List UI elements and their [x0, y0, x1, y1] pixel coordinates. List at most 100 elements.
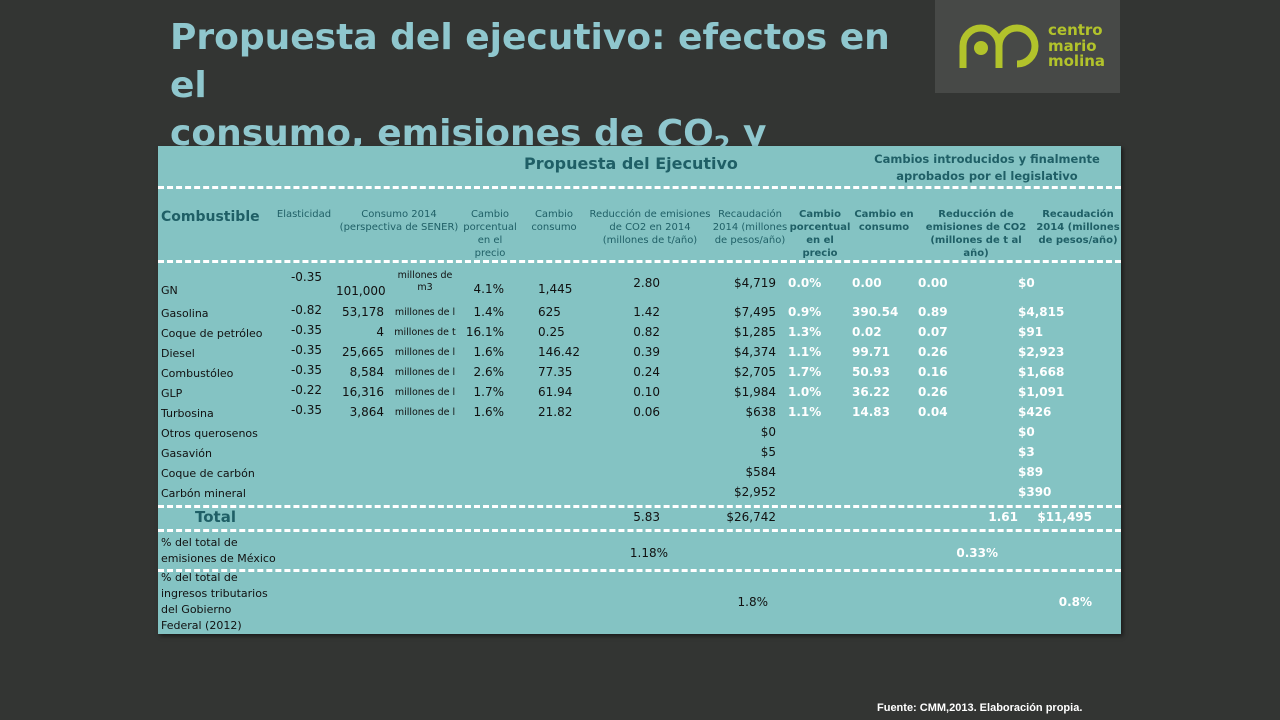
col-header-recaudacion: Recaudación 2014 (millones de pesos/año): [712, 209, 788, 246]
logo-word-2: mario: [1048, 36, 1097, 55]
cell-consumo: 16,316: [342, 385, 384, 399]
cell-reduccion: 1.42: [633, 305, 660, 319]
cell-elasticidad: -0.35: [290, 363, 322, 377]
cell-leg-cambio-precio: 1.1%: [788, 345, 822, 359]
cell-leg-cambio-consumo: 0.00: [852, 276, 882, 290]
cell-cambio-precio: 1.7%: [473, 385, 505, 399]
pct-ingresos-label-line-4: Federal (2012): [161, 619, 242, 632]
cell-leg-cambio-precio: 1.3%: [788, 325, 822, 339]
cell-leg-cambio-precio: 1.1%: [788, 405, 822, 419]
col-header-leg-recaudacion: Recaudación 2014 (millones de pesos/año): [1036, 209, 1120, 246]
total-label: Total: [195, 508, 236, 526]
total-recaudacion: $26,742: [726, 510, 776, 524]
row-label: Coque de carbón: [161, 467, 255, 480]
cell-recaudacion: $1,984: [734, 385, 776, 399]
divider: [158, 529, 1121, 532]
cell-cambio-precio: 1.4%: [473, 305, 505, 319]
logo-word-1: centro: [1048, 21, 1103, 39]
cell-elasticidad: -0.35: [290, 403, 322, 417]
cell-leg-cambio-consumo: 36.22: [852, 385, 890, 399]
cell-leg-cambio-precio: 1.7%: [788, 365, 822, 379]
divider: [158, 569, 1121, 572]
cell-elasticidad: -0.22: [290, 383, 322, 397]
cell-leg-reduccion: 0.26: [918, 385, 948, 399]
cell-leg-cambio-precio: 1.0%: [788, 385, 822, 399]
pct-emisiones-ejecutivo: 1.18%: [629, 546, 668, 560]
group-header-legislativo-line-2: aprobados por el legislativo: [896, 169, 1078, 183]
cell-consumo: 3,864: [349, 405, 384, 419]
cell-unidad: millones de l: [394, 347, 456, 358]
pct-ingresos-label-line-1: % del total de: [161, 571, 238, 584]
cell-reduccion: 0.24: [633, 365, 660, 379]
pct-ingresos-ejecutivo: 1.8%: [737, 595, 769, 609]
cell-recaudacion: $5: [760, 445, 776, 459]
logo-word-3: molina: [1048, 52, 1106, 70]
cell-recaudacion: $638: [745, 405, 776, 419]
pct-emisiones-label: % del total de emisiones de México: [161, 535, 276, 567]
logo-text: centro mario molina: [1048, 21, 1106, 70]
cell-reduccion: 0.06: [633, 405, 660, 419]
cell-reduccion: 0.82: [633, 325, 660, 339]
title-line-1: Propuesta del ejecutivo: efectos en el: [170, 17, 890, 106]
cell-cambio-precio: 4.1%: [473, 282, 505, 296]
cell-unidad: millones de l: [394, 367, 456, 378]
group-header-ejecutivo: Propuesta del Ejecutivo: [524, 154, 738, 173]
cell-leg-reduccion: 0.07: [918, 325, 948, 339]
cell-cambio-consumo: 61.94: [538, 385, 573, 399]
pct-ingresos-label: % del total de ingresos tributarios del …: [161, 570, 268, 634]
cell-elasticidad: -0.82: [290, 303, 322, 317]
col-header-reduccion: Reducción de emisiones de CO2 en 2014 (m…: [589, 209, 711, 246]
cell-unidad: millones de l: [394, 407, 456, 418]
pct-emisiones-label-line-1: % del total de: [161, 536, 238, 549]
cell-leg-cambio-consumo: 0.02: [852, 325, 882, 339]
cell-unidad: millones de t: [394, 327, 456, 338]
cell-recaudacion: $0: [760, 425, 776, 439]
pct-emisiones-legislativo: 0.33%: [956, 546, 998, 560]
col-header-leg-cambio-consumo: Cambio en consumo: [854, 209, 914, 233]
cell-unidad: millones de m3: [397, 270, 453, 293]
cell-reduccion: 2.80: [633, 276, 660, 290]
row-label: Gasavión: [161, 447, 213, 460]
col-header-cambio-precio: Cambio porcentual en el precio: [463, 209, 517, 258]
source-note: Fuente: CMM,2013. Elaboración propia.: [877, 702, 1083, 714]
cell-recaudacion: $7,495: [734, 305, 776, 319]
pct-ingresos-label-line-2: ingresos tributarios: [161, 587, 268, 600]
group-header-legislativo: Cambios introducidos y finalmente aproba…: [855, 151, 1119, 185]
cell-consumo: 25,665: [342, 345, 384, 359]
cell-leg-cambio-precio: 0.9%: [788, 305, 822, 319]
cell-leg-recaudacion: $4,815: [1018, 305, 1065, 319]
cell-cambio-consumo: 146.42: [538, 345, 580, 359]
cell-leg-recaudacion: $426: [1018, 405, 1052, 419]
cell-leg-cambio-consumo: 99.71: [852, 345, 890, 359]
col-header-cambio-consumo: Cambio consumo: [531, 209, 577, 233]
cell-reduccion: 0.39: [633, 345, 660, 359]
col-header-leg-cambio-precio: Cambio porcentual en el precio: [789, 209, 851, 258]
col-header-leg-reduccion: Reducción de emisiones de CO2 (millones …: [925, 209, 1027, 259]
cell-recaudacion: $2,952: [734, 485, 776, 499]
cell-leg-recaudacion: $0: [1018, 425, 1035, 439]
cell-leg-cambio-precio: 0.0%: [788, 276, 822, 290]
row-label: GN: [161, 284, 178, 297]
cell-leg-recaudacion: $1,091: [1018, 385, 1065, 399]
cell-consumo: 101,000: [336, 284, 386, 298]
pct-ingresos-label-line-3: del Gobierno: [161, 603, 232, 616]
cell-cambio-precio: 16.1%: [465, 325, 504, 339]
col-header-combustible: Combustible: [161, 209, 260, 225]
row-label: Combustóleo: [161, 367, 234, 380]
cell-leg-reduccion: 0.00: [918, 276, 948, 290]
cell-cambio-consumo: 21.82: [538, 405, 573, 419]
cell-recaudacion: $584: [745, 465, 776, 479]
cell-elasticidad: -0.35: [290, 323, 322, 337]
cell-recaudacion: $4,374: [734, 345, 776, 359]
cell-leg-recaudacion: $89: [1018, 465, 1044, 479]
row-label: Coque de petróleo: [161, 327, 263, 340]
cell-cambio-precio: 1.6%: [473, 405, 505, 419]
cell-recaudacion: $1,285: [734, 325, 776, 339]
total-reduccion: 5.83: [633, 510, 660, 524]
cell-cambio-precio: 1.6%: [473, 345, 505, 359]
cell-unidad: millones de l: [394, 307, 456, 318]
cell-leg-reduccion: 0.26: [918, 345, 948, 359]
cell-elasticidad: -0.35: [290, 270, 322, 284]
cell-cambio-precio: 2.6%: [473, 365, 505, 379]
cell-cambio-consumo: 77.35: [538, 365, 573, 379]
